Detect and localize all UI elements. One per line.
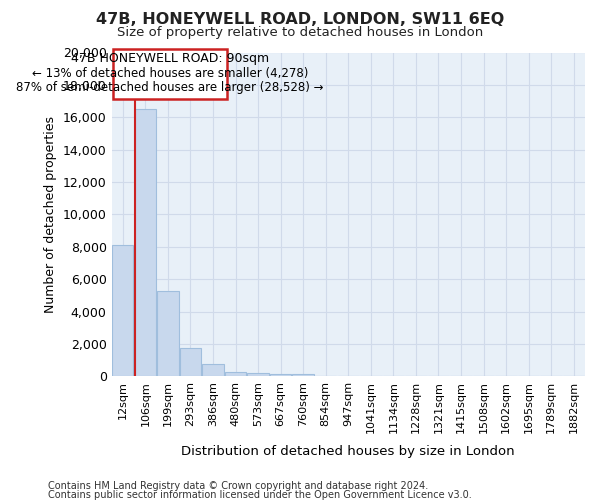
Text: Contains HM Land Registry data © Crown copyright and database right 2024.: Contains HM Land Registry data © Crown c… — [48, 481, 428, 491]
Text: Size of property relative to detached houses in London: Size of property relative to detached ho… — [117, 26, 483, 39]
Text: 87% of semi-detached houses are larger (28,528) →: 87% of semi-detached houses are larger (… — [16, 81, 323, 94]
FancyBboxPatch shape — [113, 50, 227, 100]
Bar — [134, 109, 156, 376]
Y-axis label: Number of detached properties: Number of detached properties — [44, 116, 57, 313]
Bar — [112, 245, 133, 376]
Bar — [270, 374, 292, 376]
Bar — [180, 348, 201, 376]
Text: Contains public sector information licensed under the Open Government Licence v3: Contains public sector information licen… — [48, 490, 472, 500]
Text: 47B HONEYWELL ROAD: 90sqm: 47B HONEYWELL ROAD: 90sqm — [71, 52, 269, 66]
Text: ← 13% of detached houses are smaller (4,278): ← 13% of detached houses are smaller (4,… — [32, 67, 308, 80]
X-axis label: Distribution of detached houses by size in London: Distribution of detached houses by size … — [181, 444, 515, 458]
Bar — [292, 374, 314, 376]
Text: 47B, HONEYWELL ROAD, LONDON, SW11 6EQ: 47B, HONEYWELL ROAD, LONDON, SW11 6EQ — [96, 12, 504, 28]
Bar — [247, 374, 269, 376]
Bar — [202, 364, 224, 376]
Bar — [157, 290, 179, 376]
Bar — [225, 372, 246, 376]
